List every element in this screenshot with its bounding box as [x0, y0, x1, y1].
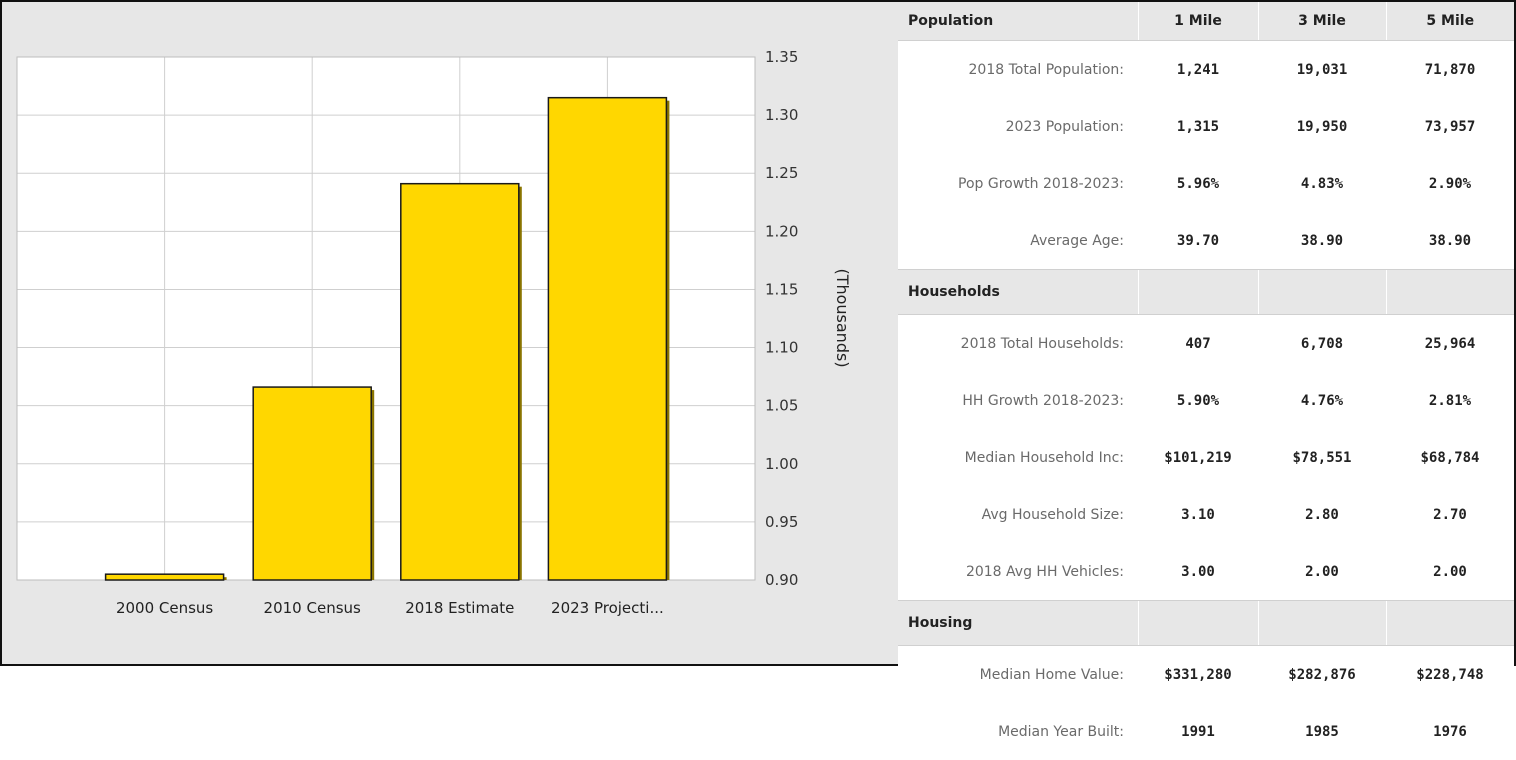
cell-value: 4.83% — [1258, 155, 1386, 212]
section-spacer — [1257, 600, 1386, 646]
x-tick-label: 2010 Census — [264, 599, 361, 617]
section-title: Population — [898, 2, 1138, 41]
column-header: 3 Mile — [1257, 2, 1386, 41]
row-label: HH Growth 2018-2023: — [898, 372, 1138, 429]
cell-value: 1991 — [1138, 703, 1258, 760]
row-label: Pop Growth 2018-2023: — [898, 155, 1138, 212]
section-header-row: Housing — [898, 600, 1514, 646]
plot-border — [16, 56, 756, 581]
row-label: 2018 Total Households: — [898, 314, 1138, 372]
row-label: 2023 Population: — [898, 98, 1138, 155]
cell-value: 5.96% — [1138, 155, 1258, 212]
cell-value: 1976 — [1386, 703, 1514, 760]
cell-value: 71,870 — [1386, 40, 1514, 98]
row-label: Median Year Built: — [898, 703, 1138, 760]
table-row: Median Home Value: $331,280 $282,876 $228,7… — [898, 645, 1514, 703]
cell-value: 19,031 — [1258, 40, 1386, 98]
bar-chart-svg: 1.35 1.30 1.25 1.20 1.15 1.10 1.05 1.00 0.95 0.90… — [16, 48, 852, 617]
x-tick-label: 2023 Projecti... — [551, 599, 664, 617]
bar — [400, 182, 520, 581]
cell-value: 25,964 — [1386, 314, 1514, 372]
cell-value: 6,708 — [1258, 314, 1386, 372]
section-title: Households — [898, 269, 1138, 315]
table-row: Median Household Inc: $101,219 $78,551 $68,… — [898, 429, 1514, 486]
cell-value: 2.70 — [1386, 486, 1514, 543]
y-axis-title: (Thousands) — [833, 268, 852, 367]
bar — [547, 96, 668, 581]
y-tick-label: 1.35 — [765, 48, 798, 66]
section-header-row: Population 1 Mile 3 Mile 5 Mile — [898, 2, 1514, 41]
y-tick-label: 1.20 — [765, 222, 798, 240]
bar — [104, 573, 225, 581]
y-tick-label: 1.15 — [765, 280, 798, 298]
y-tick-label: 1.10 — [765, 339, 798, 357]
y-tick-label: 1.30 — [765, 106, 798, 124]
row-label: 2018 Total Population: — [898, 40, 1138, 98]
cell-value: $228,748 — [1386, 645, 1514, 703]
cell-value: 3.00 — [1138, 543, 1258, 601]
row-label: Median Home Value: — [898, 645, 1138, 703]
row-label: 2018 Avg HH Vehicles: — [898, 543, 1138, 601]
cell-value: 1,315 — [1138, 98, 1258, 155]
x-tick-label: 2000 Census — [116, 599, 213, 617]
table-row: Pop Growth 2018-2023: 5.96% 4.83% 2.90% — [898, 155, 1514, 212]
demographics-table: Population 1 Mile 3 Mile 5 Mile 2018 Total P… — [898, 2, 1514, 760]
cell-value: 1,241 — [1138, 40, 1258, 98]
population-chart: 1.35 1.30 1.25 1.20 1.15 1.10 1.05 1.00 0.95 0.90… — [2, 2, 896, 664]
section-title: Housing — [898, 600, 1138, 646]
table-row: Median Year Built: 1991 1985 1976 — [898, 703, 1514, 760]
cell-value: $282,876 — [1258, 645, 1386, 703]
x-axis-labels: 2000 Census 2010 Census 2018 Estimate 2023 … — [116, 599, 664, 617]
cell-value: 2.80 — [1258, 486, 1386, 543]
x-tick-label: 2018 Estimate — [405, 599, 514, 617]
table-row: Avg Household Size: 3.10 2.80 2.70 — [898, 486, 1514, 543]
column-header: 5 Mile — [1385, 2, 1514, 41]
section-spacer — [1385, 600, 1514, 646]
cell-value: 2.81% — [1386, 372, 1514, 429]
section-spacer — [1385, 269, 1514, 315]
cell-value: $101,219 — [1138, 429, 1258, 486]
table-row: 2018 Avg HH Vehicles: 3.00 2.00 2.00 — [898, 543, 1514, 601]
cell-value: 407 — [1138, 314, 1258, 372]
cell-value: $68,784 — [1386, 429, 1514, 486]
cell-value: 73,957 — [1386, 98, 1514, 155]
cell-value: $331,280 — [1138, 645, 1258, 703]
cell-value: 3.10 — [1138, 486, 1258, 543]
bar — [252, 386, 372, 581]
section-header-row: Households — [898, 269, 1514, 315]
y-tick-label: 1.05 — [765, 397, 798, 415]
cell-value: 2.00 — [1258, 543, 1386, 601]
table-row: 2018 Total Households: 407 6,708 25,964 — [898, 314, 1514, 372]
y-tick-label: 0.95 — [765, 513, 798, 531]
y-tick-label: 1.00 — [765, 455, 798, 473]
table-row: Average Age: 39.70 38.90 38.90 — [898, 212, 1514, 270]
cell-value: 39.70 — [1138, 212, 1258, 270]
y-tick-label: 1.25 — [765, 164, 798, 182]
row-label: Average Age: — [898, 212, 1138, 270]
row-label: Median Household Inc: — [898, 429, 1138, 486]
table-row: 2023 Population: 1,315 19,950 73,957 — [898, 98, 1514, 155]
table-row: HH Growth 2018-2023: 5.90% 4.76% 2.81% — [898, 372, 1514, 429]
cell-value: 38.90 — [1386, 212, 1514, 270]
cell-value: 2.90% — [1386, 155, 1514, 212]
section-spacer — [1257, 269, 1386, 315]
y-tick-label: 0.90 — [765, 571, 798, 589]
row-label: Avg Household Size: — [898, 486, 1138, 543]
section-spacer — [1137, 600, 1258, 646]
cell-value: 38.90 — [1258, 212, 1386, 270]
cell-value: 19,950 — [1258, 98, 1386, 155]
column-header: 1 Mile — [1137, 2, 1258, 41]
cell-value: 5.90% — [1138, 372, 1258, 429]
cell-value: $78,551 — [1258, 429, 1386, 486]
cell-value: 1985 — [1258, 703, 1386, 760]
bars — [104, 96, 670, 581]
cell-value: 2.00 — [1386, 543, 1514, 601]
table-row: 2018 Total Population: 1,241 19,031 71,870 — [898, 40, 1514, 98]
cell-value: 4.76% — [1258, 372, 1386, 429]
section-spacer — [1137, 269, 1258, 315]
demographics-table-panel: Population 1 Mile 3 Mile 5 Mile 2018 Total P… — [898, 2, 1514, 760]
y-axis-ticks: 1.35 1.30 1.25 1.20 1.15 1.10 1.05 1.00 0.95 0.90 — [765, 48, 798, 589]
